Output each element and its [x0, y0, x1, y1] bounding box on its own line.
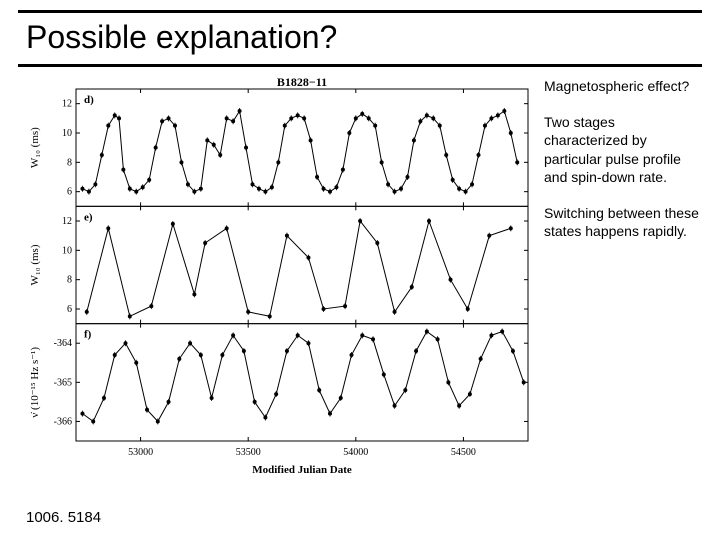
title-underline: Possible explanation?: [18, 10, 702, 67]
side-notes: Magnetospheric effect? Two stages charac…: [544, 73, 702, 483]
svg-text:f): f): [84, 329, 92, 341]
svg-text:10: 10: [62, 128, 72, 139]
svg-text:-365: -365: [54, 377, 72, 388]
svg-text:e): e): [84, 211, 93, 223]
slide-title: Possible explanation?: [26, 19, 702, 56]
svg-text:53500: 53500: [236, 447, 261, 458]
note-switching: Switching between these states happens r…: [544, 204, 702, 240]
svg-text:8: 8: [67, 275, 72, 286]
svg-text:ν̇ (10⁻¹⁵ Hz s⁻¹): ν̇ (10⁻¹⁵ Hz s⁻¹): [29, 347, 41, 418]
svg-text:6: 6: [67, 304, 72, 315]
svg-text:6: 6: [67, 187, 72, 198]
content-row: B1828−11 6 8 10 12 W₁₀ (ms) d) 6 8 10 12 W₁₀ (ms) e)…: [18, 73, 702, 483]
svg-text:54500: 54500: [451, 447, 476, 458]
svg-text:W₁₀ (ms): W₁₀ (ms): [29, 244, 41, 285]
svg-text:10: 10: [62, 245, 72, 256]
svg-text:B1828−11: B1828−11: [277, 75, 327, 89]
svg-text:W₁₀ (ms): W₁₀ (ms): [29, 127, 41, 168]
note-magnetospheric: Magnetospheric effect?: [544, 77, 702, 95]
svg-text:53000: 53000: [128, 447, 153, 458]
chart-figure: B1828−11 6 8 10 12 W₁₀ (ms) d) 6 8 10 12 W₁₀ (ms) e)…: [18, 73, 538, 483]
svg-text:12: 12: [62, 216, 72, 227]
note-two-stages: Two stages characterized by particular p…: [544, 113, 702, 186]
svg-text:12: 12: [62, 99, 72, 110]
svg-text:54000: 54000: [343, 447, 368, 458]
svg-text:-366: -366: [54, 416, 72, 427]
svg-text:-364: -364: [54, 338, 72, 349]
arxiv-ref: 1006. 5184: [26, 509, 101, 526]
svg-text:Modified Julian Date: Modified Julian Date: [252, 464, 352, 476]
svg-text:8: 8: [67, 157, 72, 168]
svg-text:d): d): [84, 94, 94, 106]
multipanel-chart: B1828−11 6 8 10 12 W₁₀ (ms) d) 6 8 10 12 W₁₀ (ms) e)…: [18, 73, 538, 483]
